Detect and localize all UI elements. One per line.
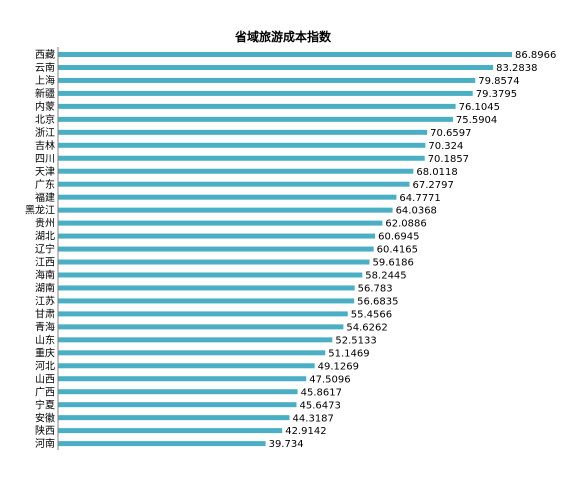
category-label-22: 山东: [35, 333, 55, 346]
category-label-30: 河南: [35, 437, 55, 450]
category-label-15: 辽宁: [35, 243, 55, 256]
value-label-11: 64.7771: [399, 193, 440, 204]
value-label-14: 60.6945: [378, 232, 419, 243]
category-label-1: 云南: [35, 61, 55, 74]
bar-7: [58, 142, 426, 148]
bar-26: [58, 389, 298, 395]
bar-27: [58, 402, 297, 408]
bar-28: [58, 415, 290, 421]
value-label-18: 56.783: [358, 284, 393, 295]
value-label-27: 45.6473: [299, 400, 340, 411]
value-label-6: 70.6597: [430, 128, 471, 139]
category-label-0: 西藏: [35, 49, 55, 61]
bar-6: [58, 129, 428, 135]
bar-20: [58, 311, 348, 317]
value-label-16: 59.6186: [372, 258, 413, 269]
category-label-26: 广西: [35, 386, 55, 398]
category-label-2: 上海: [35, 74, 55, 87]
category-label-16: 江西: [35, 257, 55, 269]
value-label-19: 56.6835: [357, 297, 398, 308]
bar-1: [58, 64, 494, 70]
category-label-19: 江苏: [35, 295, 55, 308]
bar-11: [58, 194, 397, 200]
category-label-8: 四川: [35, 154, 55, 165]
value-label-17: 58.2445: [365, 271, 406, 282]
bar-10: [58, 181, 410, 187]
bar-2: [58, 77, 476, 83]
bar-9: [58, 168, 414, 174]
value-label-22: 52.5133: [335, 335, 376, 346]
value-label-2: 79.8574: [478, 76, 519, 87]
bar-21: [58, 324, 344, 330]
bar-29: [58, 428, 283, 434]
value-label-0: 86.8966: [515, 50, 556, 61]
value-label-8: 70.1857: [428, 154, 469, 165]
value-label-3: 79.3795: [476, 89, 517, 100]
category-label-21: 青海: [35, 320, 55, 333]
bar-14: [58, 233, 376, 239]
category-label-3: 新疆: [35, 87, 55, 100]
value-label-4: 76.1045: [459, 102, 500, 113]
value-label-1: 83.2838: [496, 63, 537, 74]
category-label-12: 黑龙江: [25, 204, 55, 217]
value-label-24: 49.1269: [318, 361, 359, 372]
category-label-27: 宁夏: [35, 398, 55, 411]
bar-16: [58, 259, 370, 265]
bar-30: [58, 441, 266, 447]
bar-5: [58, 116, 453, 122]
category-label-9: 天津: [35, 166, 55, 178]
value-label-21: 54.6262: [346, 322, 387, 333]
value-label-26: 45.8617: [301, 387, 342, 398]
category-label-17: 海南: [35, 269, 55, 282]
category-label-10: 广东: [35, 178, 55, 191]
bar-22: [58, 337, 333, 343]
bar-25: [58, 376, 307, 382]
category-label-14: 湖北: [35, 231, 55, 243]
bar-17: [58, 272, 363, 278]
category-label-13: 贵州: [35, 217, 55, 230]
category-label-11: 福建: [35, 191, 55, 204]
category-label-24: 河北: [35, 360, 55, 372]
bar-24: [58, 363, 315, 369]
bar-12: [58, 207, 393, 213]
value-labels-layer: 86.8966 83.2838 79.8574 79.3795 76.1045 75.59…: [269, 50, 557, 450]
bar-8: [58, 155, 425, 161]
category-labels-layer: 西藏云南上海新疆内蒙北京浙江吉林四川天津广东福建黑龙江贵州湖北辽宁江西海南湖南江…: [25, 49, 55, 450]
value-label-23: 51.1469: [328, 348, 369, 359]
bars-layer: [58, 52, 512, 447]
category-label-7: 吉林: [35, 139, 55, 152]
category-label-4: 内蒙: [35, 100, 55, 113]
category-label-6: 浙江: [35, 127, 55, 139]
bar-3: [58, 90, 473, 96]
value-label-7: 70.324: [428, 141, 463, 152]
category-label-29: 陕西: [35, 424, 55, 437]
category-label-18: 湖南: [35, 282, 55, 295]
value-label-5: 75.5904: [456, 115, 497, 126]
value-label-30: 39.734: [269, 439, 304, 450]
category-label-25: 山西: [35, 373, 55, 385]
category-label-20: 甘肃: [35, 308, 55, 321]
category-label-23: 重庆: [35, 346, 55, 359]
value-label-25: 47.5096: [309, 374, 350, 385]
category-label-5: 北京: [35, 113, 55, 126]
value-label-13: 62.0886: [385, 219, 426, 230]
value-label-10: 67.2797: [413, 180, 454, 191]
value-label-9: 68.0118: [416, 167, 457, 178]
value-label-28: 44.3187: [293, 413, 334, 424]
bar-13: [58, 220, 383, 226]
bar-4: [58, 103, 456, 109]
bar-15: [58, 246, 374, 252]
bar-23: [58, 350, 326, 356]
bar-19: [58, 298, 355, 304]
bar-0: [58, 52, 512, 57]
value-label-15: 60.4165: [377, 245, 418, 256]
category-label-28: 安徽: [35, 411, 55, 424]
value-label-29: 42.9142: [285, 426, 326, 437]
value-label-12: 64.0368: [396, 206, 437, 217]
chart-title: 省域旅游成本指数: [234, 29, 332, 44]
bar-18: [58, 285, 355, 291]
value-label-20: 55.4566: [351, 310, 392, 321]
